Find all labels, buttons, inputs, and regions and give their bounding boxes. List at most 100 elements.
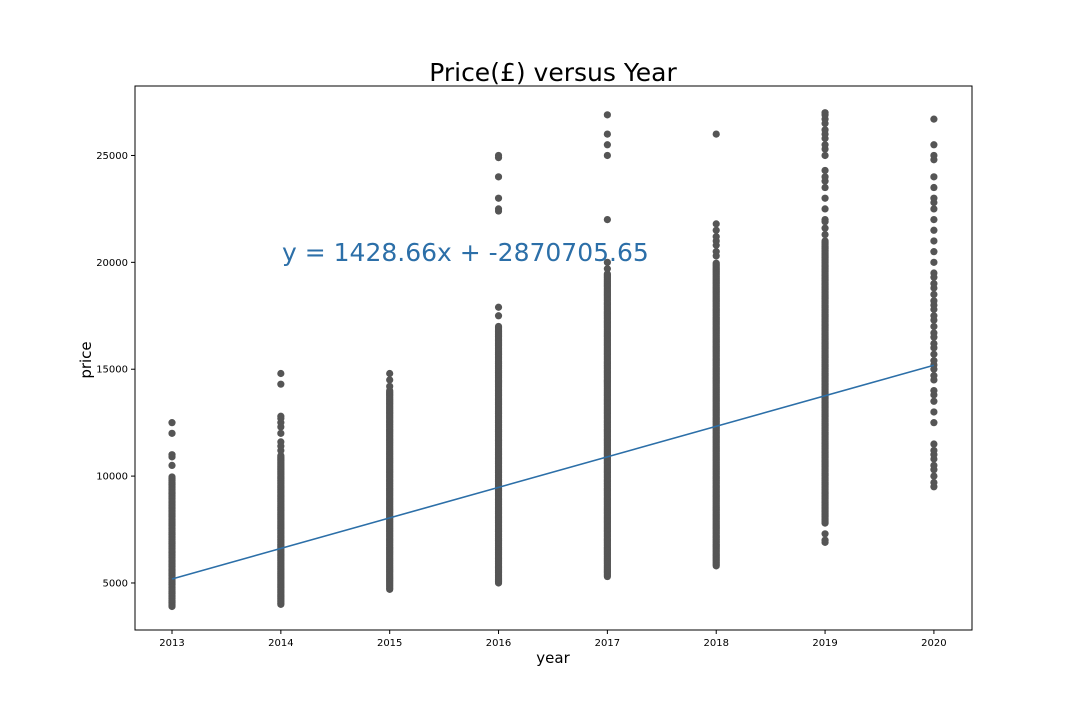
x-tick-label: 2016 xyxy=(486,638,511,649)
data-point xyxy=(494,151,503,160)
y-tick-label: 5000 xyxy=(103,578,128,589)
x-tick-label: 2020 xyxy=(921,638,946,649)
data-point xyxy=(821,237,829,245)
data-point xyxy=(494,322,503,331)
data-point xyxy=(930,141,938,149)
data-point xyxy=(821,126,829,134)
data-point xyxy=(603,111,611,119)
data-point xyxy=(494,205,503,213)
data-point xyxy=(821,530,829,538)
data-point xyxy=(277,438,285,446)
data-point xyxy=(821,536,829,544)
data-point xyxy=(712,248,720,256)
data-point xyxy=(930,151,938,160)
data-point xyxy=(930,248,938,256)
data-point xyxy=(930,339,938,348)
data-point xyxy=(930,478,938,487)
data-point xyxy=(712,226,720,234)
data-point xyxy=(603,130,611,138)
data-point xyxy=(930,280,938,288)
data-point xyxy=(277,369,285,378)
data-point xyxy=(821,109,829,117)
data-point xyxy=(930,237,938,245)
x-tick-label: 2013 xyxy=(159,638,184,649)
x-tick-label: 2018 xyxy=(703,638,728,649)
data-point xyxy=(603,215,611,224)
data-point xyxy=(821,151,829,160)
regression-line xyxy=(171,364,935,580)
data-point xyxy=(930,419,938,427)
data-point xyxy=(603,151,611,160)
data-point xyxy=(821,173,829,181)
x-tick-label: 2014 xyxy=(268,638,293,649)
data-point xyxy=(930,226,938,234)
data-point xyxy=(821,224,829,232)
data-point xyxy=(277,451,285,460)
data-point xyxy=(930,312,938,320)
data-point xyxy=(930,350,938,358)
data-point xyxy=(930,297,938,305)
data-point xyxy=(821,215,829,224)
data-point xyxy=(712,220,720,228)
data-point xyxy=(821,205,829,213)
data-point xyxy=(930,290,938,299)
data-point xyxy=(603,265,611,273)
x-tick-label: 2019 xyxy=(812,638,837,649)
data-point xyxy=(930,357,938,365)
x-tick-label: 2017 xyxy=(595,638,620,649)
data-point xyxy=(930,258,938,266)
data-point xyxy=(494,303,503,311)
data-point xyxy=(603,270,611,278)
data-point xyxy=(930,472,938,480)
data-point xyxy=(930,194,938,202)
data-point xyxy=(930,269,938,277)
data-point xyxy=(930,215,938,224)
data-point xyxy=(930,329,938,337)
data-point xyxy=(494,194,503,202)
data-point xyxy=(168,461,176,470)
data-point xyxy=(277,380,285,388)
data-point xyxy=(277,429,285,437)
data-point xyxy=(930,408,938,416)
data-point xyxy=(168,419,176,427)
y-axis-label: price xyxy=(77,341,95,378)
data-point xyxy=(930,397,938,405)
data-point xyxy=(930,205,938,213)
x-axis-label: year xyxy=(536,649,570,667)
data-point xyxy=(930,183,938,192)
data-point xyxy=(712,130,720,138)
data-point xyxy=(277,412,285,420)
data-point xyxy=(821,194,829,202)
data-point xyxy=(930,440,938,448)
data-point xyxy=(821,141,829,149)
plot-area: 2013 2014 2015 2016 2017 2018 2019 2020 5000 1000… xyxy=(96,109,947,649)
data-point xyxy=(386,369,394,378)
data-point xyxy=(821,166,829,175)
regression-equation: y = 1428.66x + -2870705.65 xyxy=(282,238,649,267)
x-tick-label: 2015 xyxy=(377,638,402,649)
data-point xyxy=(494,312,503,320)
data-point xyxy=(603,258,611,266)
data-point xyxy=(168,429,176,437)
data-point xyxy=(168,451,176,459)
data-point xyxy=(930,173,938,181)
data-point xyxy=(930,386,938,395)
y-tick-label: 25000 xyxy=(96,151,128,162)
plot-frame xyxy=(134,85,973,631)
y-tick-label: 15000 xyxy=(96,365,128,376)
data-point xyxy=(821,230,829,239)
data-point xyxy=(930,461,938,470)
data-point xyxy=(386,376,394,384)
data-point xyxy=(930,322,938,331)
y-tick-label: 10000 xyxy=(96,472,128,483)
data-point xyxy=(821,183,829,192)
data-point xyxy=(712,233,720,241)
data-point xyxy=(168,473,176,481)
y-tick-label: 20000 xyxy=(96,258,128,269)
data-point xyxy=(386,382,394,390)
data-point xyxy=(930,115,938,123)
data-point xyxy=(930,372,938,380)
chart-title: Price(£) versus Year xyxy=(429,58,677,87)
data-point xyxy=(930,446,938,455)
